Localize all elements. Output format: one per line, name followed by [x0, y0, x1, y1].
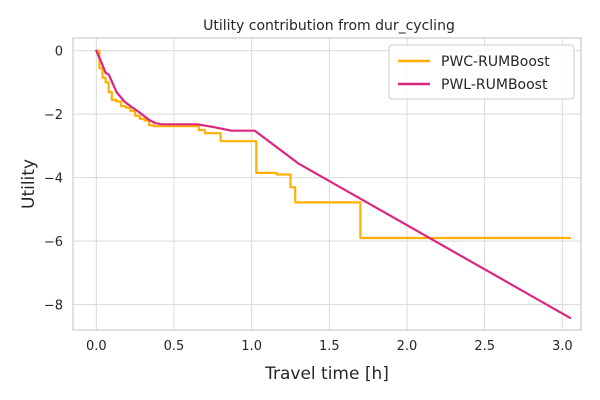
plot-frame [72, 37, 582, 331]
y-tick-label: −2 [44, 108, 63, 123]
x-tick-label: 1.0 [241, 339, 262, 354]
series-lines [95, 49, 572, 319]
series-line-pwl-rumboost [95, 49, 572, 319]
y-axis-label: Utility [19, 159, 39, 209]
y-tick-label: −8 [44, 299, 63, 314]
chart-title: Utility contribution from dur_cycling [203, 18, 455, 34]
legend-label-pwl: PWL-RUMBoost [441, 77, 548, 93]
x-tick-label: 2.0 [397, 339, 418, 354]
legend-label-pwc: PWC-RUMBoost [441, 54, 550, 70]
y-tick-label: 0 [55, 45, 63, 60]
y-tick-label: −6 [44, 235, 63, 250]
y-tick-labels: 0 −2 −4 −6 −8 [44, 45, 63, 314]
x-tick-label: 0.5 [164, 339, 185, 354]
x-tick-label: 0.0 [86, 339, 107, 354]
x-tick-label: 3.0 [552, 339, 573, 354]
x-axis-label: Travel time [h] [264, 364, 389, 384]
series-line-pwc-rumboost [95, 49, 572, 240]
y-tick-label: −4 [44, 172, 63, 187]
x-tick-label: 2.5 [474, 339, 495, 354]
x-tick-label: 1.5 [319, 339, 340, 354]
legend-frame [388, 44, 575, 100]
x-tick-labels: 0.0 0.5 1.0 1.5 2.0 2.5 3.0 [86, 339, 573, 354]
legend: PWC-RUMBoost PWL-RUMBoost [388, 44, 575, 100]
